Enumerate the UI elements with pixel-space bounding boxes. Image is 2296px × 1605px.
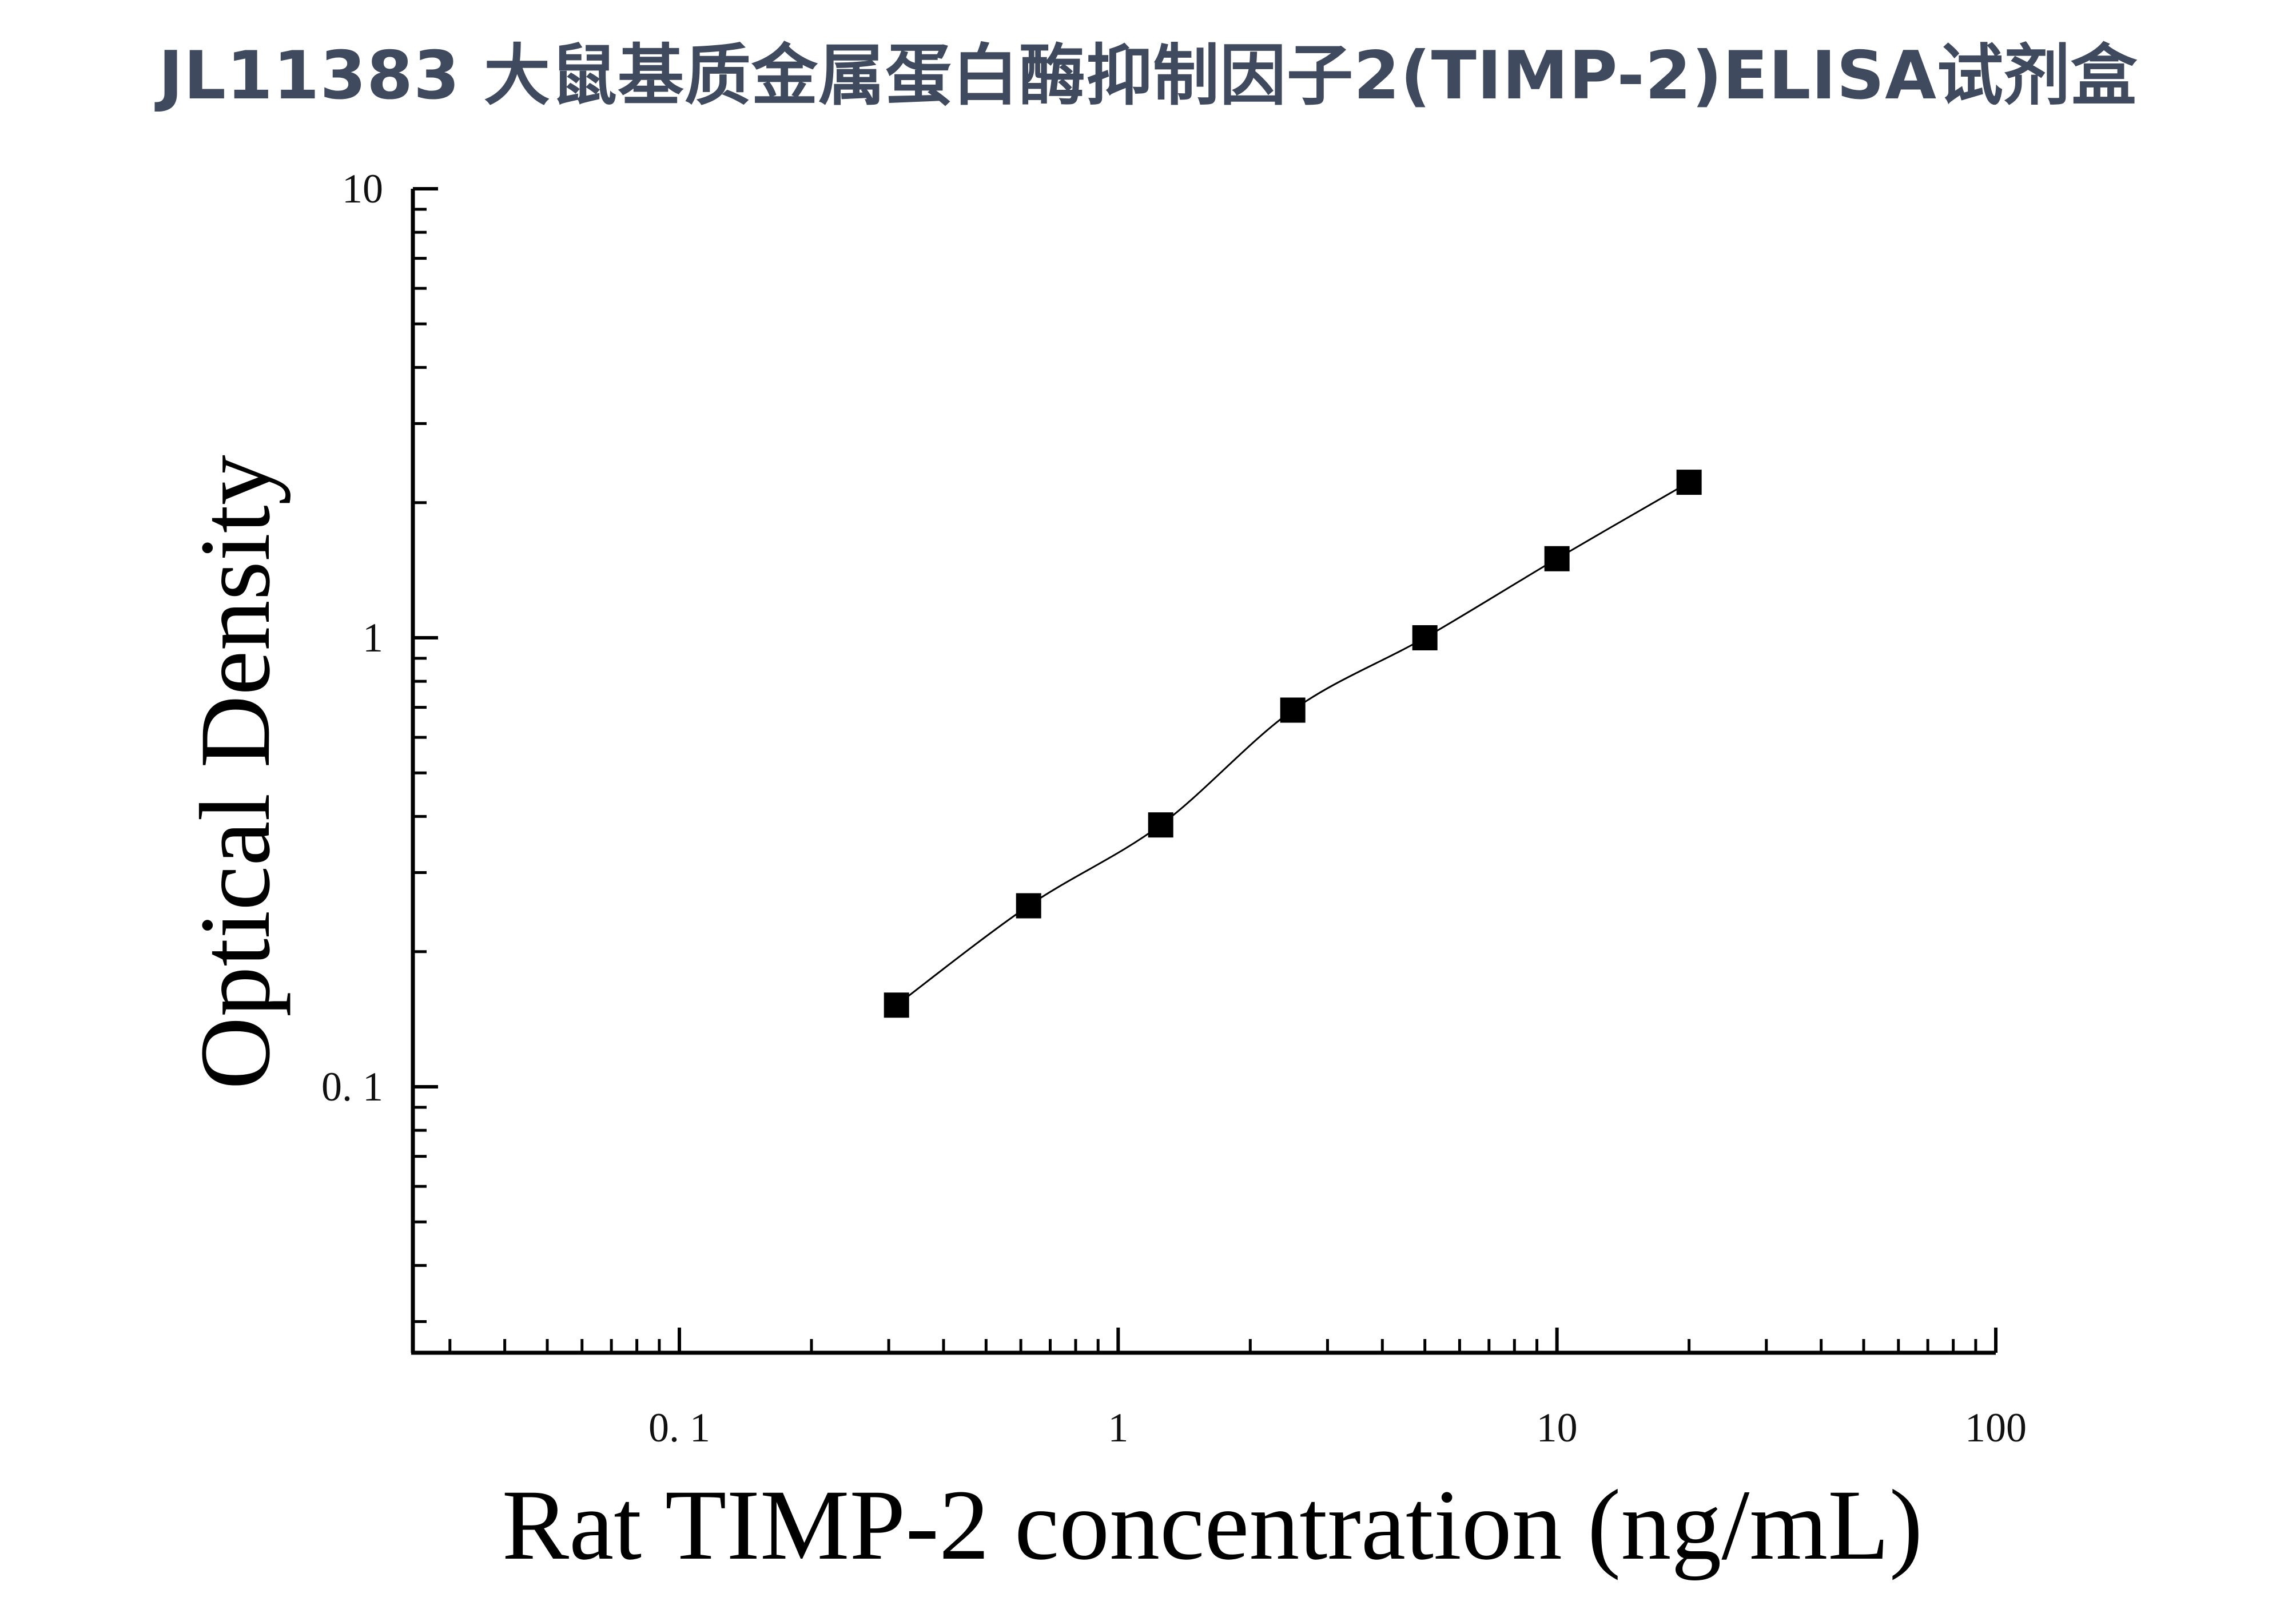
- y-tick-label: 1: [363, 615, 383, 661]
- data-point: [1148, 812, 1173, 838]
- data-points: [884, 470, 1702, 1018]
- y-axis-label: Optical Density: [180, 455, 291, 1090]
- data-point: [1676, 470, 1702, 495]
- y-tick-label: 0. 1: [321, 1064, 383, 1110]
- y-tick-label: 10: [342, 166, 383, 212]
- x-tick-label: 10: [1537, 1405, 1578, 1451]
- x-tick-label: 1: [1108, 1405, 1128, 1451]
- axes: 0. 1 1 10 100 0. 1 1 10: [321, 166, 2027, 1451]
- fit-curve: [896, 481, 1690, 1006]
- page-title: JL11383 大鼠基质金属蛋白酶抑制因子2(TIMP-2)ELISA试剂盒: [158, 37, 2138, 114]
- data-point: [1016, 893, 1041, 919]
- data-point: [1544, 546, 1570, 571]
- data-point: [1280, 697, 1306, 723]
- data-point: [1412, 625, 1438, 650]
- x-tick-label: 100: [1965, 1405, 2027, 1451]
- data-point: [884, 992, 909, 1018]
- fit-curve-line: [896, 481, 1690, 1006]
- x-axis-label: Rat TIMP-2 concentration (ng/mL): [502, 1469, 1923, 1581]
- x-tick-label: 0. 1: [648, 1405, 710, 1451]
